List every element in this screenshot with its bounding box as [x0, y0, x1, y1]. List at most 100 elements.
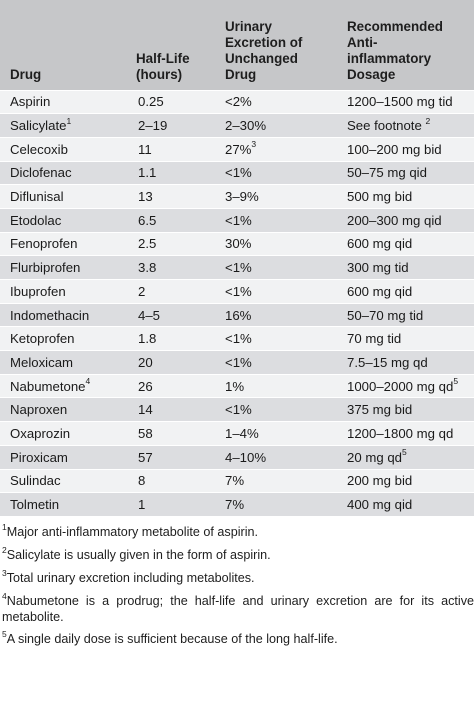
cell-urinary-excretion: <1% [217, 279, 333, 304]
cell-urinary-excretion: <1% [217, 207, 333, 233]
footnote-marker: 4 [85, 376, 91, 387]
cell-drug-text: Indomethacin [10, 307, 90, 323]
header-half-life: Half-Life (hours) [136, 50, 190, 82]
cell-half-life: 57 [122, 444, 217, 469]
cell-dosage-text: 20 mg qd [347, 449, 402, 465]
cell-drug: Diclofenac [0, 160, 122, 185]
cell-dosage: 200 mg bid [333, 468, 474, 493]
cell-dosage: 50–70 mg tid [333, 302, 474, 327]
cell-half-life-text: 11 [138, 141, 152, 157]
footnote-text: Total urinary excretion including metabo… [6, 571, 255, 586]
header-row: Drug Half-Life (hours) Urinary Excretion… [0, 0, 474, 90]
cell-urinary-excretion: 16% [217, 302, 333, 327]
footnote: 5A single daily dose is sufficient becau… [2, 629, 474, 647]
footnote-text: Salicylate is usually given in the form … [6, 548, 271, 563]
cell-drug: Nabumetone4 [0, 373, 122, 398]
table-row: Meloxicam 20 <1% 7.5–15 mg qd [0, 350, 474, 375]
footnote-marker: 1 [2, 522, 7, 533]
cell-half-life: 4–5 [122, 302, 217, 327]
cell-dosage-text: 375 mg bid [347, 402, 413, 418]
cell-half-life: 2–19 [122, 113, 217, 138]
cell-urinary-excretion-text: 1–4% [225, 425, 259, 441]
cell-urinary-excretion-text: 7% [225, 473, 245, 489]
cell-urinary-excretion-text: <1% [225, 260, 252, 276]
table-row: Diclofenac 1.1 <1% 50–75 mg qid [0, 160, 474, 185]
cell-dosage-text: 300 mg tid [347, 260, 409, 276]
cell-urinary-excretion-text: <1% [225, 402, 252, 418]
cell-dosage-text: 70 mg tid [347, 331, 402, 347]
cell-half-life: 1 [122, 492, 217, 517]
cell-drug-text: Aspirin [10, 94, 51, 110]
cell-half-life-text: 3.8 [138, 260, 157, 276]
footnote-marker: 3 [251, 139, 257, 150]
cell-urinary-excretion-text: 7% [225, 497, 245, 513]
cell-half-life: 6.5 [122, 207, 217, 233]
cell-dosage-text: 200–300 mg qid [347, 212, 442, 228]
table-row: Aspirin 0.25 <2% 1200–1500 mg tid [0, 89, 474, 114]
cell-dosage-text: See footnote [347, 118, 426, 134]
cell-urinary-excretion-text: 30% [225, 236, 252, 252]
cell-urinary-excretion-text: 2–30% [225, 118, 267, 134]
cell-half-life: 13 [122, 184, 217, 209]
footnote-marker: 5 [402, 447, 407, 458]
cell-dosage: 1200–1500 mg tid [333, 89, 474, 114]
cell-half-life-text: 58 [138, 425, 153, 441]
cell-drug-text: Flurbiprofen [10, 260, 81, 276]
cell-urinary-excretion: 27%3 [217, 136, 333, 162]
cell-urinary-excretion-text: 4–10% [225, 449, 267, 465]
cell-half-life: 3.8 [122, 255, 217, 280]
cell-urinary-excretion-text: 3–9% [225, 189, 259, 205]
cell-urinary-excretion: <1% [217, 397, 333, 422]
cell-urinary-excretion: <2% [217, 89, 333, 114]
table-row: Ketoprofen 1.8 <1% 70 mg tid [0, 326, 474, 351]
header-urinary-excretion: Urinary Excretion of Unchanged Drug [225, 18, 303, 82]
cell-drug: Oxaprozin [0, 421, 122, 446]
footnotes: 1Major anti-inflammatory metabolite of a… [0, 516, 474, 647]
cell-dosage: 600 mg qid [333, 231, 474, 256]
table-header: Drug Half-Life (hours) Urinary Excretion… [0, 0, 474, 90]
cell-drug: Aspirin [0, 89, 122, 114]
cell-dosage: 70 mg tid [333, 326, 474, 351]
cell-urinary-excretion: <1% [217, 255, 333, 280]
cell-drug-text: Fenoprofen [10, 236, 78, 252]
cell-drug-text: Diflunisal [10, 189, 64, 205]
cell-drug: Etodolac [0, 207, 122, 233]
table-row: Etodolac 6.5 <1% 200–300 mg qid [0, 207, 474, 233]
cell-dosage: 600 mg qid [333, 279, 474, 304]
cell-urinary-excretion-text: 16% [225, 307, 252, 323]
cell-half-life-text: 1.8 [138, 331, 157, 347]
cell-dosage-text: 400 mg qid [347, 497, 413, 513]
cell-urinary-excretion-text: <2% [225, 94, 252, 110]
cell-urinary-excretion: 30% [217, 231, 333, 256]
cell-drug: Flurbiprofen [0, 255, 122, 280]
footnote-marker: 1 [66, 115, 72, 126]
cell-half-life-text: 1 [138, 497, 146, 513]
table-row: Flurbiprofen 3.8 <1% 300 mg tid [0, 255, 474, 280]
footnote-marker: 5 [453, 376, 459, 387]
cell-dosage: 500 mg bid [333, 184, 474, 209]
footnote-marker: 5 [2, 629, 7, 640]
nsaid-table: Drug Half-Life (hours) Urinary Excretion… [0, 0, 474, 517]
cell-urinary-excretion: 7% [217, 468, 333, 493]
cell-half-life-text: 2 [138, 283, 146, 299]
cell-half-life-text: 14 [138, 402, 153, 418]
cell-dosage-text: 50–70 mg tid [347, 307, 424, 323]
cell-dosage-text: 200 mg bid [347, 473, 413, 489]
cell-dosage-text: 600 mg qid [347, 283, 413, 299]
cell-half-life-text: 2.5 [138, 236, 157, 252]
cell-half-life-text: 8 [138, 473, 146, 489]
cell-urinary-excretion: <1% [217, 160, 333, 185]
cell-half-life: 0.25 [122, 89, 217, 114]
table-row: Nabumetone4 26 1% 1000–2000 mg qd5 [0, 373, 474, 398]
cell-urinary-excretion-text: 27% [225, 141, 252, 157]
table-row: Naproxen 14 <1% 375 mg bid [0, 397, 474, 422]
cell-dosage-text: 600 mg qid [347, 236, 413, 252]
cell-half-life-text: 57 [138, 449, 153, 465]
cell-urinary-excretion-text: <1% [225, 212, 252, 228]
footnote-marker: 3 [2, 568, 7, 579]
footnote-marker: 2 [2, 545, 7, 556]
cell-dosage: 50–75 mg qid [333, 160, 474, 185]
cell-dosage-text: 1200–1500 mg tid [347, 94, 453, 110]
cell-urinary-excretion-text: <1% [225, 283, 252, 299]
